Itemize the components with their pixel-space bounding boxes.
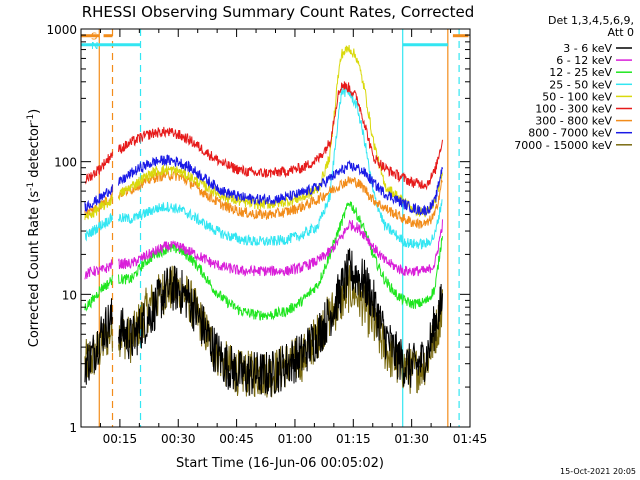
footer-date: 15-Oct-2021 20:05 <box>560 467 636 476</box>
series-line <box>84 275 113 312</box>
x-tick-label: 01:30 <box>394 432 429 446</box>
x-tick-label: 00:45 <box>219 432 254 446</box>
y-axis-label-main: Corrected Count Rate (s <box>27 191 42 348</box>
x-tick-label: 01:45 <box>453 432 488 446</box>
x-tick-label: 01:00 <box>278 432 313 446</box>
series-line <box>118 81 443 191</box>
y-axis-label-end: ) <box>27 109 42 114</box>
series-line <box>84 184 113 213</box>
y-tick-label: 1 <box>69 421 77 435</box>
legend-label: 100 - 300 keV <box>535 103 612 116</box>
x-axis-label: Start Time (16-Jun-06 00:05:02) <box>176 456 384 471</box>
y-tick-label: 1000 <box>46 23 77 37</box>
series-layer <box>84 44 443 398</box>
series-line <box>84 151 113 185</box>
legend-label: 7000 - 15000 keV <box>514 139 612 152</box>
x-axis-ticks: 00:15 00:30 00:45 01:00 01:15 01:30 01:45 <box>80 29 488 446</box>
legend-header-line-2: Att 0 <box>608 26 634 39</box>
series-line <box>118 248 443 397</box>
chart-title: RHESSI Observing Summary Count Rates, Co… <box>82 3 475 21</box>
series-line <box>84 298 113 385</box>
series-line <box>118 154 443 216</box>
series-line <box>84 194 113 221</box>
observing-bars: SN <box>81 32 469 52</box>
flag-label: N <box>91 41 98 52</box>
series-line <box>118 201 443 321</box>
y-tick-label: 10 <box>62 288 77 302</box>
y-tick-label: 100 <box>54 156 77 170</box>
series-line <box>118 169 443 229</box>
flag-label: S <box>91 32 97 43</box>
legend-header-line-1: Det 1,3,4,5,6,9, <box>548 14 634 27</box>
series-line <box>118 219 443 277</box>
x-tick-label: 01:15 <box>336 432 371 446</box>
legend-label: 25 - 50 keV <box>549 78 612 91</box>
y-axis-label: Corrected Count Rate (s-1 detector-1) <box>26 109 42 347</box>
legend-label: 3 - 6 keV <box>563 42 612 55</box>
legend-label: 800 - 7000 keV <box>528 127 612 140</box>
legend-label: 12 - 25 keV <box>549 66 612 79</box>
x-tick-label: 00:15 <box>103 432 138 446</box>
legend-label: 6 - 12 keV <box>556 54 612 67</box>
y-axis-label-sup2: -1 <box>26 114 36 123</box>
legend-label: 300 - 800 keV <box>535 115 612 128</box>
y-axis-ticks: 1 10 100 1000 <box>46 23 470 435</box>
x-tick-label: 00:30 <box>161 432 196 446</box>
series-line <box>84 259 113 280</box>
y-axis-label-sup1: -1 <box>26 182 36 191</box>
y-axis-label-mid: detector <box>27 122 42 182</box>
series-line <box>118 85 443 250</box>
legend-label: 50 - 100 keV <box>542 90 612 103</box>
series-line <box>84 213 113 242</box>
